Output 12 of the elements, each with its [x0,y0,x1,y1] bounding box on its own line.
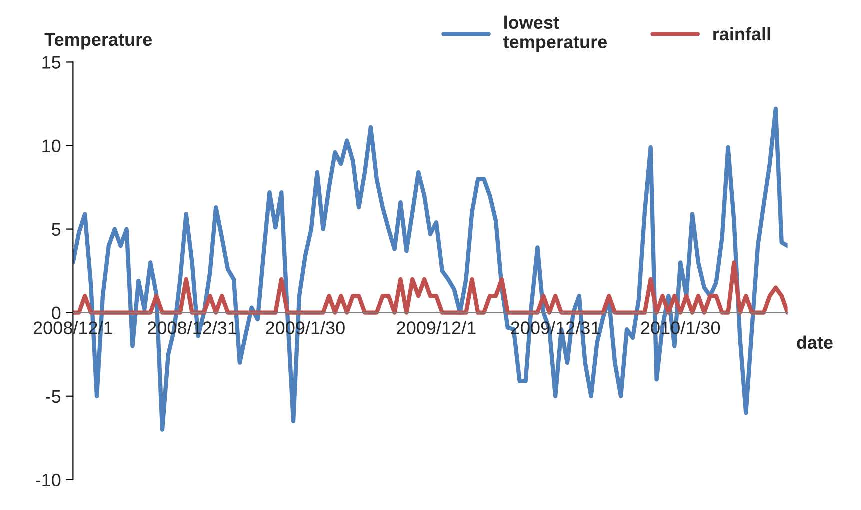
y-tick-label: -5 [46,390,61,404]
legend-label: lowest temperature [504,16,608,52]
y-tick-label: 0 [52,306,61,320]
legend-label: rainfall [714,27,770,41]
line-series [73,260,788,315]
y-tick-label: 5 [52,223,61,236]
y-axis-title: Temperature [44,34,152,50]
y-tick-label: 10 [42,140,61,152]
y-tick-label: -10 [36,474,61,487]
x-axis-title: date [797,336,833,350]
y-tick-label: 15 [42,56,61,69]
x-tick-label: 2009/12/1 [397,321,476,334]
